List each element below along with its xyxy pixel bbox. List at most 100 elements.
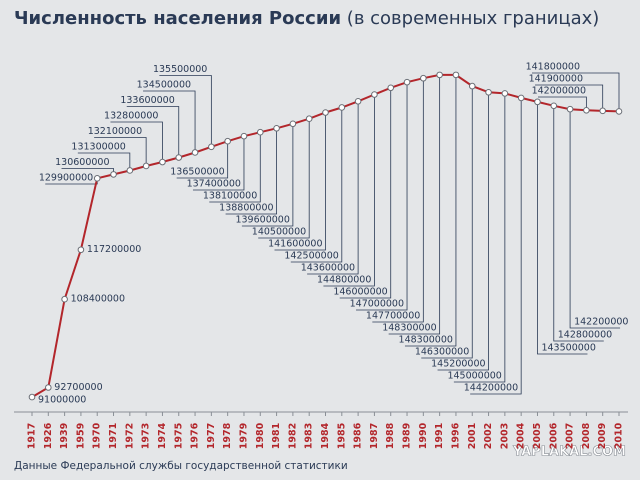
point [420,74,427,82]
value-label: 131300000 [71,142,125,153]
value-label: 145200000 [431,359,485,370]
point [240,132,248,140]
leader-line [532,72,620,112]
x-tick-label: 1917 [27,423,38,449]
x-tick-label: 2004 [516,422,527,449]
value-label: 141900000 [529,74,583,85]
source: Данные Федеральной службы государственно… [14,460,348,472]
value-label: 145000000 [447,371,501,382]
point [583,106,590,114]
value-label: 137400000 [187,179,241,190]
point [208,143,215,151]
leader-line [274,112,326,251]
x-tick-label: 2003 [499,423,510,449]
point [289,120,297,128]
point [599,107,606,115]
x-tick-label: 2009 [597,423,608,449]
leader-line [323,94,375,287]
leader-line [143,90,196,153]
point [191,149,199,156]
leader-line [209,132,261,203]
point [305,115,313,123]
leader-line [192,136,245,191]
value-label: 92700000 [54,382,102,393]
point [501,90,509,97]
x-tick-label: 2007 [565,423,576,449]
value-label: 132800000 [104,111,158,122]
x-tick-label: 1971 [108,423,119,449]
x-tick-label: 2008 [581,422,592,449]
x-tick-label: 1972 [124,423,135,449]
point [566,105,574,113]
value-label: 142200000 [574,317,628,328]
x-tick-label: 1991 [434,423,445,449]
point [142,162,150,170]
x-tick-label: 2005 [532,423,543,449]
point [322,109,329,116]
x-tick-label: 1987 [369,423,380,449]
x-tick-label: 1970 [92,422,103,449]
value-label: 136500000 [170,167,224,178]
value-label: 134500000 [137,80,191,91]
watermark: YAPLAKAL.COM [512,445,626,460]
value-label: 144200000 [464,383,518,394]
value-label: 135500000 [153,64,207,75]
leader-line [537,101,588,355]
point [517,94,525,102]
point [45,384,52,391]
point [387,84,395,92]
x-tick-label: 1977 [206,423,217,449]
value-label: 132100000 [88,126,142,137]
value-label: 143600000 [301,263,355,274]
x-tick-label: 2010 [614,422,625,449]
x-tick-label: 1939 [59,423,70,449]
x-tick-label: 1976 [190,422,201,449]
point [61,295,68,303]
point [534,98,541,106]
x-tick-label: 1990 [418,422,429,449]
x-tick-label: 1989 [402,423,413,449]
leader-line [110,121,163,163]
point [159,158,166,166]
leader-line [535,84,604,111]
value-label: 141600000 [268,239,322,250]
leader-line [569,109,621,329]
x-tick-label: 1984 [320,422,331,449]
x-tick-label: 1996 [450,422,461,449]
leader-line [258,118,310,239]
point [550,102,558,110]
point [126,167,134,174]
value-label: 146300000 [415,347,469,358]
leader-line [538,96,587,111]
point [354,97,362,105]
value-label: 117200000 [87,244,141,255]
point [468,82,476,90]
x-tick-label: 1988 [385,422,396,449]
leader-line [307,101,359,275]
leader-line [225,128,277,215]
value-label: 142500000 [284,251,338,262]
point [93,175,101,182]
point [77,246,85,254]
leader-line [453,93,506,383]
x-tick-label: 1985 [336,423,347,449]
leader-line [339,87,392,299]
x-tick-label: 1959 [75,423,86,449]
leader-line [356,82,408,311]
point [371,91,378,98]
leader-line [176,141,229,179]
x-tick-label: 1981 [271,423,282,449]
point [485,88,492,96]
value-label: 138100000 [203,191,257,202]
x-tick-label: 2001 [467,423,478,449]
point [256,128,264,136]
value-label: 138800000 [219,203,273,214]
x-tick-label: 1983 [304,423,315,449]
leader-line [437,92,489,371]
leader-line [404,74,457,347]
point [224,137,231,145]
point [615,108,623,115]
point [403,78,411,86]
value-label: 139600000 [235,215,289,226]
